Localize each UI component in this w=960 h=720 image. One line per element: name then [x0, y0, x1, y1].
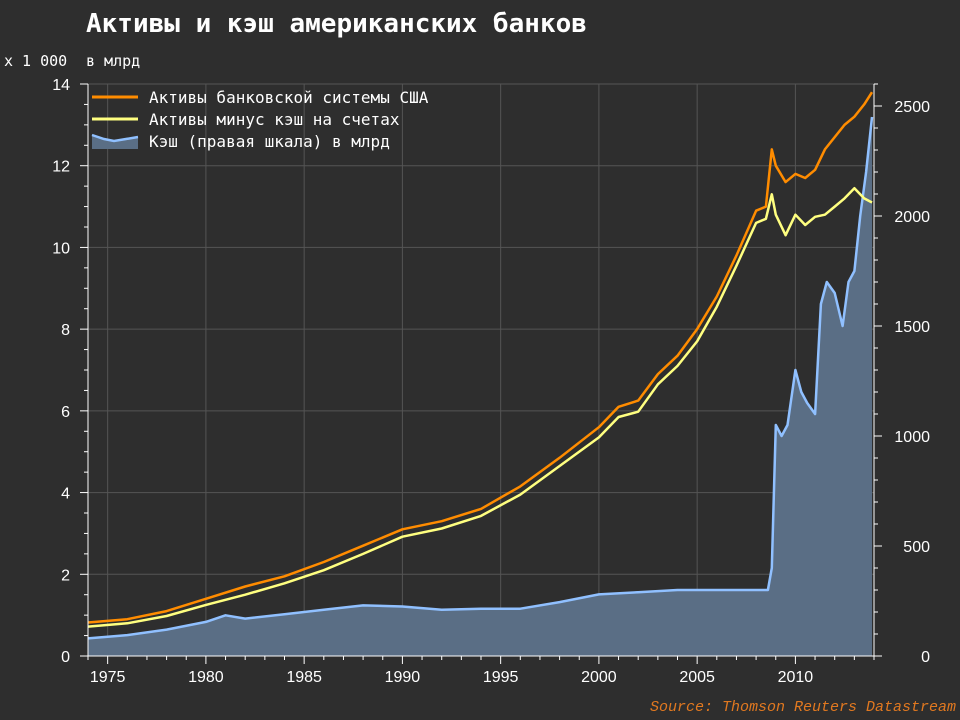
tick-labels: 1975 1980 1985 1990 1995 2000 2005 2010 0 2 4 6 8 10 1… — [52, 77, 930, 686]
y-left-tick-label: 10 — [52, 240, 70, 257]
x-tick-label: 2010 — [778, 669, 814, 686]
legend: Активы банковской системы США Активы мину… — [91, 88, 429, 151]
legend-entry-label: Активы банковской системы США — [149, 88, 429, 107]
y-right-tick-label: 0 — [921, 649, 930, 666]
grid — [88, 83, 874, 657]
legend-swatch-line — [91, 133, 139, 143]
cash-series-area — [88, 117, 872, 656]
x-tick-label: 2000 — [581, 669, 617, 686]
x-tick-label: 2005 — [679, 669, 715, 686]
cash-series-line — [87, 116, 874, 640]
left-axis-unit-label: x 1 000 — [4, 52, 67, 70]
cash-area — [88, 117, 872, 656]
assets-series-line — [87, 91, 874, 624]
legend-entry-label: Активы минус кэш на счетах — [149, 110, 400, 129]
source-note: Source: Thomson Reuters Datastream — [650, 699, 956, 716]
y-right-tick-label: 1500 — [894, 319, 930, 336]
y-right-tick-label: 1000 — [894, 429, 930, 446]
legend-entry-label: Кэш (правая шкала) в млрд — [149, 132, 390, 151]
x-tick-label: 1990 — [385, 669, 421, 686]
x-tick-label: 1985 — [286, 669, 322, 686]
y-right-tick-label: 500 — [903, 539, 930, 556]
y-left-tick-label: 0 — [61, 649, 70, 666]
y-right-tick-label: 2500 — [894, 99, 930, 116]
axes — [80, 83, 882, 664]
chart-title: Активы и кэш американских банков — [86, 9, 587, 39]
x-tick-label: 1995 — [483, 669, 519, 686]
y-left-tick-label: 2 — [61, 567, 70, 584]
y-right-tick-label: 2000 — [894, 209, 930, 226]
assets-minus-cash-series-line — [87, 186, 873, 628]
y-left-tick-label: 4 — [61, 486, 70, 503]
series-lines — [87, 91, 874, 640]
right-axis-unit-label: в млрд — [86, 52, 140, 70]
y-left-tick-label: 14 — [52, 77, 70, 94]
y-left-tick-label: 8 — [61, 322, 70, 339]
x-tick-label: 1980 — [188, 669, 224, 686]
y-left-tick-label: 12 — [52, 159, 70, 176]
x-tick-label: 1975 — [90, 669, 126, 686]
y-left-tick-label: 6 — [61, 404, 70, 421]
